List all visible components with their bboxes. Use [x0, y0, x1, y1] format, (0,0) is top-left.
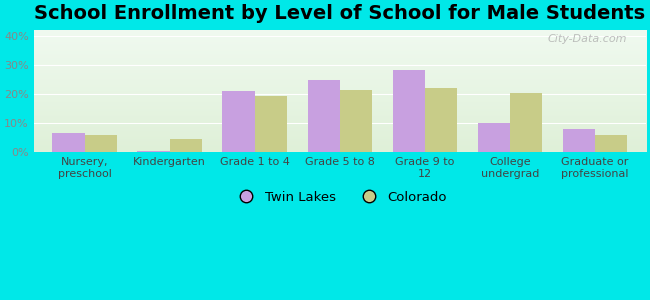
Text: City-Data.com: City-Data.com	[548, 34, 627, 44]
Bar	[53, 134, 84, 152]
Bar	[393, 70, 425, 152]
Bar	[84, 135, 117, 152]
Title: School Enrollment by Level of School for Male Students: School Enrollment by Level of School for…	[34, 4, 645, 23]
Bar	[138, 151, 170, 152]
Legend: Twin Lakes, Colorado: Twin Lakes, Colorado	[227, 186, 452, 209]
Bar	[170, 139, 202, 152]
Bar	[510, 93, 542, 152]
Bar	[255, 96, 287, 152]
Bar	[478, 123, 510, 152]
Bar	[595, 135, 627, 152]
Bar	[562, 129, 595, 152]
Bar	[307, 80, 340, 152]
Bar	[222, 91, 255, 152]
Bar	[340, 90, 372, 152]
Bar	[425, 88, 457, 152]
